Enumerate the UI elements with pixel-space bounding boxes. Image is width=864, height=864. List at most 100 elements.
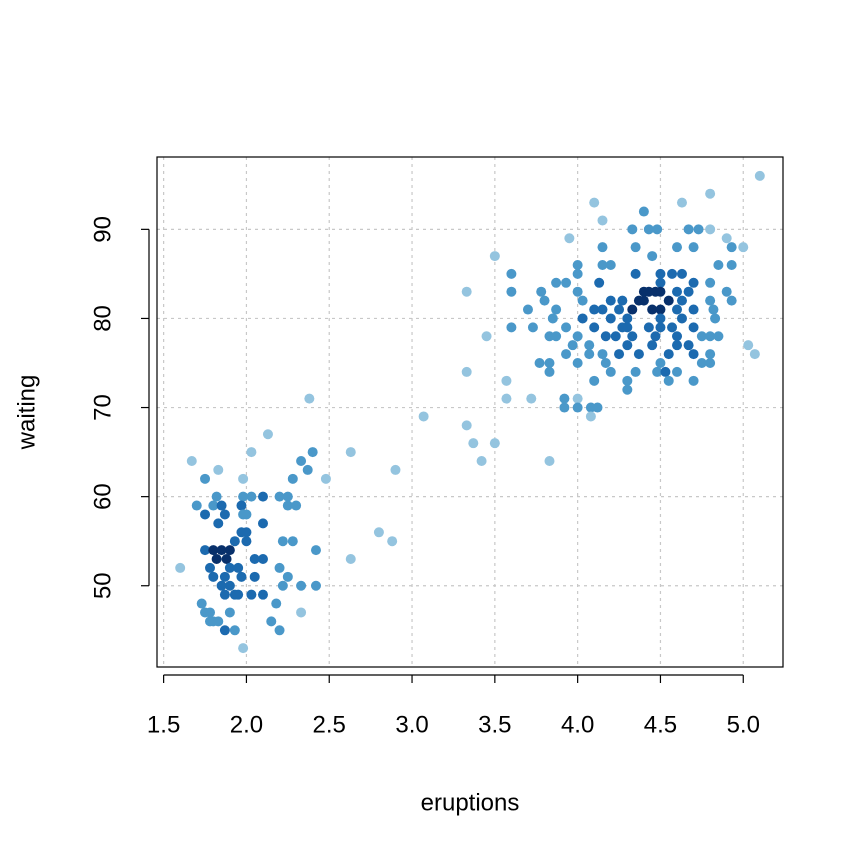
point [219,589,230,600]
point [561,277,572,288]
point [600,357,611,368]
x-axis-title: eruptions [421,789,520,816]
point [572,286,583,297]
point [605,295,616,306]
point [249,554,260,565]
y-tick-label: 70 [89,394,116,421]
point [655,313,666,324]
point [564,233,575,244]
point [676,313,687,324]
point [592,402,603,413]
point [561,322,572,333]
point [551,304,562,315]
point [721,233,732,244]
point [672,304,683,315]
x-tick-label: 3.0 [395,711,428,738]
point [527,322,538,333]
point [643,224,654,235]
point [630,268,641,279]
point [585,411,596,422]
point [584,340,595,351]
point [200,473,211,484]
point [688,277,699,288]
point [672,286,683,297]
point [219,625,230,636]
point [705,357,716,368]
point [594,277,605,288]
x-tick-label: 3.5 [478,711,511,738]
point [296,580,307,591]
point [597,215,608,226]
y-axis-title: waiting [13,375,40,451]
point [577,313,588,324]
point [647,304,658,315]
point [229,625,240,636]
point [696,331,707,342]
point [584,349,595,360]
point [547,313,558,324]
point [476,456,487,467]
point [175,562,186,573]
point [257,518,268,529]
point [236,571,247,582]
point [688,242,699,253]
point [287,473,298,484]
point [241,509,252,520]
point [754,170,765,181]
x-tick-label: 2.5 [313,711,346,738]
point [655,286,666,297]
point [320,473,331,484]
point [257,554,268,565]
point [461,366,472,377]
point [296,607,307,618]
point [551,277,562,288]
point [672,340,683,351]
point [655,357,666,368]
y-tick-label: 50 [89,572,116,599]
point [249,571,260,582]
point [277,536,288,547]
point [310,580,321,591]
point [627,331,638,342]
point [307,447,318,458]
point [630,366,641,377]
point [282,571,293,582]
point [246,447,257,458]
point [655,277,666,288]
point [693,224,704,235]
point [705,349,716,360]
point [726,259,737,270]
point [567,340,578,351]
point [652,366,663,377]
point [721,286,732,297]
y-tick-label: 60 [89,483,116,510]
point [572,402,583,413]
point [418,411,429,422]
point [676,268,687,279]
point [572,268,583,279]
point [561,349,572,360]
point [219,571,230,582]
point [708,304,719,315]
point [660,366,671,377]
point [224,545,235,556]
point [310,545,321,556]
point [617,295,628,306]
point [652,224,663,235]
point [233,589,244,600]
point [688,375,699,386]
point [650,331,661,342]
point [696,357,707,368]
point [627,224,638,235]
point [572,259,583,270]
point [663,375,674,386]
x-tick-label: 4.0 [561,711,594,738]
point [614,304,625,315]
point [643,322,654,333]
point [614,349,625,360]
point [597,242,608,253]
point [257,589,268,600]
plot-frame [156,156,784,668]
point [224,562,235,573]
